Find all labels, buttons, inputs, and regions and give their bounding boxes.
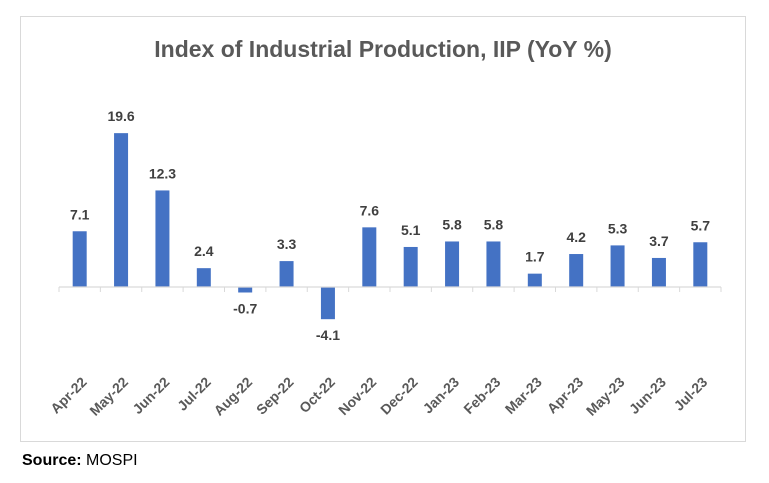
bar-mar-23 bbox=[527, 273, 542, 287]
bar-jun-22 bbox=[155, 190, 170, 287]
x-tick-label: Mar-23 bbox=[502, 374, 545, 417]
data-label: 5.3 bbox=[608, 220, 628, 236]
x-tick-label: Jan-23 bbox=[420, 374, 463, 417]
x-tick-label: Jun-22 bbox=[129, 374, 172, 417]
x-tick-label: Nov-22 bbox=[335, 374, 379, 418]
bar-jul-22 bbox=[196, 268, 211, 287]
bar-jun-23 bbox=[651, 257, 666, 287]
bar-oct-22 bbox=[320, 287, 335, 320]
axis-ticks-layer bbox=[58, 287, 722, 292]
bar-apr-23 bbox=[569, 254, 584, 287]
bar-may-22 bbox=[114, 133, 129, 287]
data-label: 3.3 bbox=[277, 236, 297, 252]
data-label: 4.2 bbox=[566, 229, 586, 245]
bar-dec-22 bbox=[403, 246, 418, 287]
x-tick-label: Jul-22 bbox=[174, 374, 214, 414]
data-label: 1.7 bbox=[525, 249, 545, 265]
data-label: 5.8 bbox=[484, 216, 504, 232]
bar-apr-22 bbox=[72, 231, 87, 287]
x-tick-label: May-23 bbox=[583, 374, 628, 419]
bar-may-23 bbox=[610, 245, 625, 287]
data-label: 2.4 bbox=[194, 243, 214, 259]
x-tick-label: Feb-23 bbox=[460, 374, 503, 417]
data-label: -4.1 bbox=[316, 327, 340, 343]
source-label: Source: bbox=[22, 452, 82, 469]
bar-sep-22 bbox=[279, 261, 294, 287]
data-label: -0.7 bbox=[233, 300, 257, 316]
x-tick-label: Sep-22 bbox=[253, 374, 297, 418]
data-label: 12.3 bbox=[149, 165, 176, 181]
data-label: 19.6 bbox=[107, 108, 134, 124]
source-note: Source: MOSPI bbox=[22, 452, 138, 470]
x-tick-label: Apr-23 bbox=[544, 374, 587, 417]
x-tick-label: Oct-22 bbox=[296, 374, 338, 416]
data-label: 7.6 bbox=[360, 202, 380, 218]
x-tick-label: Jul-23 bbox=[671, 374, 711, 414]
data-labels-layer: 7.1 19.6 12.3 2.4 -0.7 3.3 -4.1 7.6 5.1 5.8 5.8 1.7… bbox=[70, 108, 710, 343]
bars-layer bbox=[72, 133, 708, 320]
source-value: MOSPI bbox=[86, 452, 138, 469]
chart-frame bbox=[20, 16, 746, 442]
data-label: 3.7 bbox=[649, 233, 669, 249]
x-tick-label: Aug-22 bbox=[210, 374, 255, 419]
bar-jul-23 bbox=[693, 242, 708, 287]
x-tick-label: Apr-22 bbox=[47, 374, 90, 417]
bar-jan-23 bbox=[445, 241, 460, 287]
bar-feb-23 bbox=[486, 241, 501, 287]
bar-nov-22 bbox=[362, 227, 377, 287]
data-label: 5.1 bbox=[401, 222, 421, 238]
data-label: 7.1 bbox=[70, 206, 90, 222]
chart-title: Index of Industrial Production, IIP (YoY… bbox=[154, 36, 611, 62]
bar-aug-22 bbox=[238, 287, 253, 293]
data-label: 5.8 bbox=[442, 216, 462, 232]
x-tick-label: Jun-23 bbox=[626, 374, 669, 417]
data-label: 5.7 bbox=[691, 217, 711, 233]
x-tick-label: Dec-22 bbox=[377, 374, 421, 418]
x-tick-label: May-22 bbox=[86, 374, 131, 419]
